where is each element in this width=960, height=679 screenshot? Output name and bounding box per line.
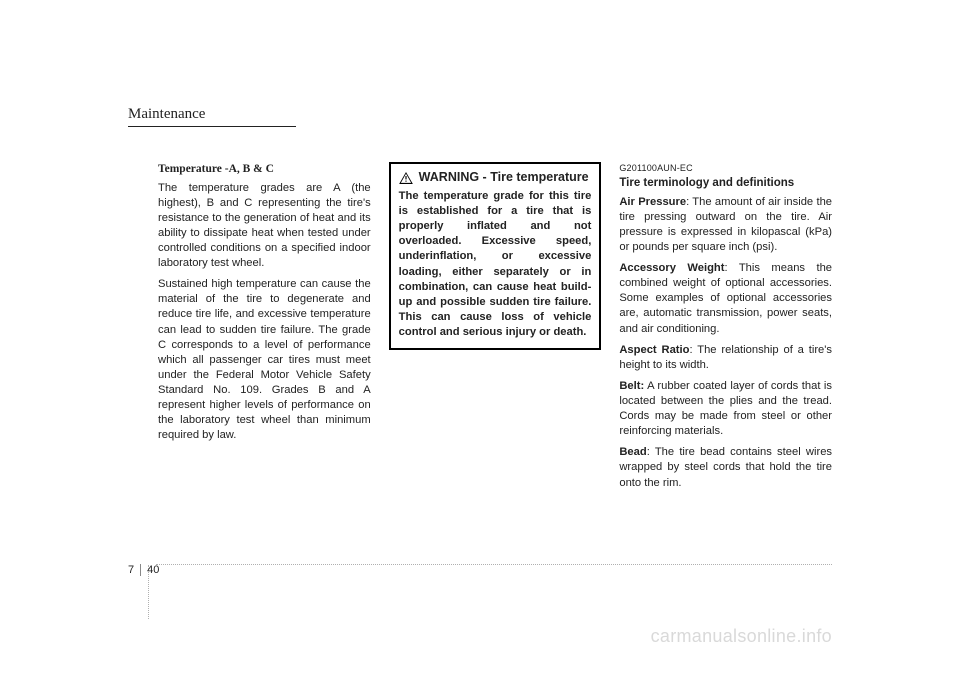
warning-label: WARNING - [419, 170, 491, 184]
page-header: Maintenance [128, 106, 832, 127]
definition-term: Belt: [619, 380, 644, 392]
footer-dotted-horizontal [156, 564, 832, 565]
terminology-subhead: Tire terminology and definitions [619, 176, 832, 192]
definition-item: Accessory Weight: This means the combine… [619, 261, 832, 337]
warning-title-text: Tire temperature [490, 170, 588, 184]
definition-term: Aspect Ratio [619, 344, 689, 356]
column-right: G201100AUN-EC Tire terminology and defin… [619, 162, 832, 497]
page-number-separator [140, 564, 141, 576]
warning-body: The temperature grade for this tire is e… [399, 189, 592, 340]
warning-title: WARNING - Tire temperature [419, 170, 589, 185]
page: Maintenance Temperature -A, B & C The te… [0, 0, 960, 679]
definition-item: Bead: The tire bead contains steel wires… [619, 445, 832, 490]
header-rule [128, 126, 296, 127]
warning-box: WARNING - Tire temperature The temperatu… [389, 162, 602, 350]
header-title: Maintenance [128, 106, 832, 125]
watermark: carmanualsonline.info [651, 626, 832, 647]
content-columns: Temperature -A, B & C The temperature gr… [158, 162, 832, 497]
column-middle: WARNING - Tire temperature The temperatu… [389, 162, 602, 497]
definition-item: Aspect Ratio: The relationship of a tire… [619, 343, 832, 373]
temperature-para-2: Sustained high temperature can cause the… [158, 277, 371, 443]
page-number: 7 40 [128, 564, 159, 576]
definition-text: : The tire bead contains steel wires wra… [619, 446, 832, 488]
definition-term: Bead [619, 446, 646, 458]
definition-text: A rubber coated layer of cords that is l… [619, 380, 832, 437]
warning-icon [399, 172, 413, 184]
temperature-para-1: The temperature grades are A (the highes… [158, 181, 371, 272]
definition-term: Air Pressure [619, 196, 686, 208]
definition-term: Accessory Weight [619, 262, 724, 274]
chapter-number: 7 [128, 564, 134, 576]
definition-item: Belt: A rubber coated layer of cords tha… [619, 379, 832, 439]
page-number-value: 40 [147, 564, 159, 576]
temperature-subhead: Temperature -A, B & C [158, 162, 371, 178]
column-left: Temperature -A, B & C The temperature gr… [158, 162, 371, 497]
section-code: G201100AUN-EC [619, 162, 832, 174]
definition-item: Air Pressure: The amount of air inside t… [619, 195, 832, 255]
warning-head: WARNING - Tire temperature [399, 170, 592, 185]
